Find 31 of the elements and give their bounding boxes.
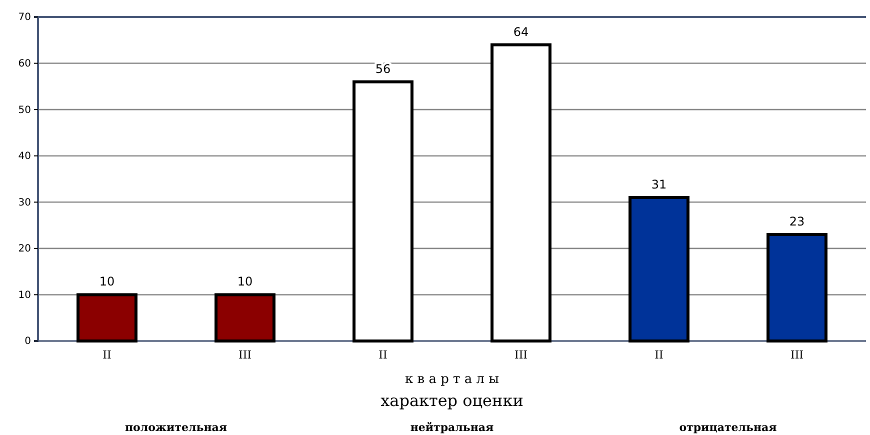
data-label: 31 bbox=[651, 178, 667, 192]
y-tick-label: 50 bbox=[18, 104, 31, 116]
y-tick-label: 10 bbox=[18, 290, 31, 301]
x-tick-label: III bbox=[514, 348, 528, 362]
x-tick-label: II bbox=[654, 348, 664, 362]
x-tick-label: III bbox=[790, 348, 804, 362]
x-tick-label: II bbox=[378, 348, 388, 362]
text: характер оценки bbox=[380, 391, 524, 410]
bar bbox=[490, 43, 552, 342]
data-label: 23 bbox=[789, 214, 805, 229]
x-tick-label: II bbox=[102, 348, 112, 362]
bar bbox=[214, 293, 276, 342]
y-tick-label: 70 bbox=[18, 12, 31, 24]
y-tick-label: 30 bbox=[18, 197, 31, 208]
y-tick-label: 40 bbox=[18, 151, 31, 162]
y-tick-label: 20 bbox=[18, 244, 31, 255]
bar bbox=[76, 293, 138, 342]
bar bbox=[628, 196, 690, 342]
data-label: 10 bbox=[237, 274, 253, 289]
bar bbox=[766, 233, 828, 342]
y-tick-label: 0 bbox=[24, 336, 31, 348]
data-label: 10 bbox=[99, 274, 115, 289]
data-label: 56 bbox=[375, 62, 391, 76]
text: отрицательная bbox=[679, 421, 777, 434]
x-axis-title: к в а р т а л ы bbox=[405, 372, 499, 387]
bar bbox=[352, 80, 414, 342]
y-tick-label: 60 bbox=[18, 58, 31, 70]
text: нейтральная bbox=[410, 421, 494, 434]
data-label: 64 bbox=[513, 24, 529, 39]
x-tick-label: III bbox=[238, 348, 252, 362]
text: положительная bbox=[124, 421, 228, 434]
